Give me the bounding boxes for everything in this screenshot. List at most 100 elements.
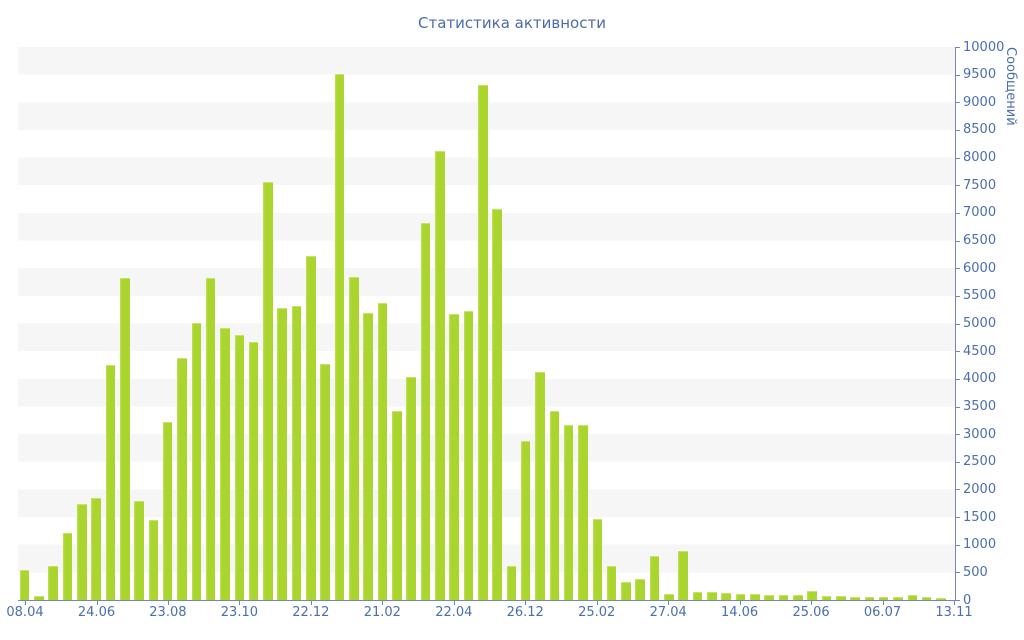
bar (621, 581, 631, 600)
bar (821, 595, 832, 600)
y-tick-label: 1000 (963, 537, 997, 553)
y-axis-tick (956, 240, 960, 242)
bar (162, 422, 173, 600)
x-tick-label: 14.06 (720, 605, 759, 620)
y-tick-label: 0 (963, 592, 972, 608)
bar (649, 555, 660, 600)
x-tick-label: 06.07 (863, 605, 902, 620)
y-axis-tick (956, 378, 960, 380)
y-axis-tick (956, 572, 960, 574)
bar (549, 410, 560, 600)
x-axis-tick (453, 601, 455, 605)
bar (692, 591, 703, 600)
bar (807, 590, 817, 600)
bar (191, 322, 202, 600)
bar (893, 597, 903, 600)
bar (635, 579, 646, 600)
x-tick-label: 27.04 (649, 605, 687, 620)
y-axis-tick (956, 74, 960, 76)
bar (707, 592, 717, 600)
bar (363, 312, 373, 600)
bar (850, 596, 860, 600)
y-axis-tick (956, 185, 960, 187)
bar (277, 308, 288, 600)
y-axis-tick (956, 102, 960, 104)
y-tick-label: 5000 (963, 316, 997, 331)
bar (735, 593, 746, 600)
bar (76, 503, 87, 600)
bar (420, 222, 431, 600)
x-axis-tick (96, 601, 98, 605)
x-axis-tick (310, 601, 312, 605)
bar (19, 569, 30, 600)
x-axis-tick (882, 601, 884, 605)
y-axis-tick (956, 600, 960, 601)
y-tick-label: 6000 (963, 260, 997, 276)
y-tick-label: 5500 (963, 288, 997, 304)
bar (936, 597, 946, 600)
bar (434, 151, 445, 600)
bar (234, 334, 245, 600)
y-tick-label: 8500 (963, 122, 997, 138)
x-axis-tick (739, 601, 741, 605)
y-axis-title: Сообщений (1003, 47, 1018, 126)
y-tick-label: 4000 (963, 371, 997, 387)
x-axis-tick (596, 601, 598, 605)
bar (62, 533, 73, 600)
y-axis-tick (956, 323, 960, 325)
x-tick-label: 25.02 (578, 605, 616, 620)
x-tick-label: 21.02 (363, 605, 401, 620)
y-axis-tick (956, 544, 960, 546)
plot-area (18, 47, 956, 601)
y-axis-tick (956, 489, 960, 491)
bar (406, 377, 416, 600)
bar (134, 500, 144, 600)
bar (177, 357, 187, 600)
bar (392, 410, 402, 600)
y-tick-label: 9500 (963, 67, 997, 83)
bar (750, 594, 760, 600)
x-tick-label: 22.04 (435, 605, 473, 620)
bar (778, 595, 789, 600)
bar (34, 595, 44, 600)
y-tick-label: 3000 (963, 426, 997, 442)
bar (349, 277, 359, 600)
bar (463, 311, 474, 600)
bar (592, 518, 603, 600)
bar (921, 597, 932, 600)
bar (835, 596, 846, 600)
x-tick-label: 08.04 (6, 605, 44, 620)
bar (578, 424, 588, 600)
x-tick-label: 25.06 (792, 605, 830, 620)
bar (506, 565, 517, 600)
bar (105, 365, 116, 600)
y-axis-tick (956, 157, 960, 159)
bar (764, 594, 774, 600)
y-tick-label: 2500 (963, 454, 997, 470)
bar (320, 363, 330, 600)
bar (477, 84, 488, 600)
x-tick-label: 23.10 (220, 605, 258, 620)
y-tick-label: 500 (963, 564, 988, 580)
bar (334, 73, 345, 600)
y-tick-label: 8000 (963, 150, 997, 166)
bar (907, 594, 918, 600)
bar (492, 209, 502, 600)
bar (220, 328, 230, 600)
bar (263, 181, 273, 600)
y-axis-tick (956, 47, 960, 48)
y-tick-label: 10000 (963, 39, 1005, 55)
y-axis-tick (956, 351, 960, 353)
x-axis-tick (382, 601, 384, 605)
x-axis-tick (811, 601, 813, 605)
bar (248, 341, 259, 600)
bar (91, 498, 101, 600)
bar (119, 278, 130, 600)
y-axis-tick (956, 295, 960, 297)
bar (664, 594, 674, 600)
bar (563, 424, 574, 600)
bar (205, 278, 216, 600)
y-tick-label: 3500 (963, 399, 997, 414)
y-tick-label: 9000 (963, 94, 997, 110)
bar (291, 305, 302, 600)
